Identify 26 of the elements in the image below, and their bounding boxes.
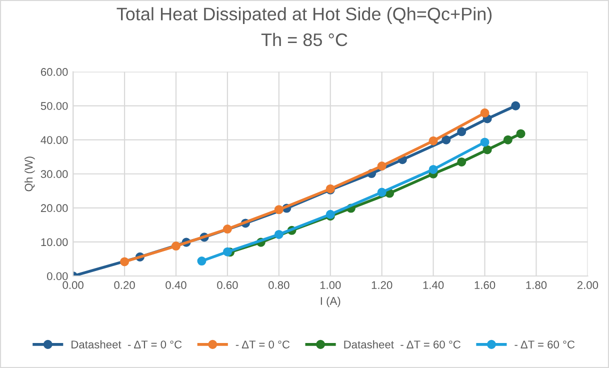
y-axis-title: Qh (W) — [24, 156, 35, 192]
legend-label: Datasheet - ΔT = 60 °C — [344, 340, 460, 348]
x-tick-label: 1.00 — [320, 281, 341, 290]
x-tick-label: 0.00 — [62, 281, 84, 290]
legend-label: - ΔT = 60 °C — [514, 340, 575, 348]
legend-label: Datasheet - ΔT = 0 °C — [72, 340, 182, 348]
y-tick-label: 20.00 — [40, 204, 68, 212]
y-tick-label: 50.00 — [40, 102, 68, 110]
x-tick-label: 1.20 — [372, 281, 392, 290]
x-tick-label: 0.40 — [166, 281, 186, 290]
x-tick-label: 0.20 — [114, 281, 135, 290]
legend-label: - ΔT = 0 °C — [236, 340, 290, 348]
chart-title: Total Heat Dissipated at Hot Side (Qh=Qc+Pin) — [116, 7, 492, 24]
x-tick-label: 1.60 — [474, 281, 496, 290]
y-tick-label: 0.00 — [47, 272, 68, 280]
x-tick-label: 0.60 — [217, 281, 238, 290]
y-tick-label: 60.00 — [40, 68, 68, 76]
y-tick-label: 30.00 — [40, 170, 68, 178]
x-tick-label: 1.40 — [423, 281, 444, 290]
chart-subtitle: Th = 85 °C — [261, 32, 348, 46]
x-tick-label: 2.00 — [577, 281, 598, 290]
x-tick-label: 1.80 — [526, 281, 547, 290]
y-tick-label: 10.00 — [41, 238, 68, 246]
x-axis-title: I (A) — [320, 296, 340, 308]
y-tick-label: 40.00 — [40, 136, 68, 144]
x-tick-label: 0.80 — [268, 281, 290, 290]
